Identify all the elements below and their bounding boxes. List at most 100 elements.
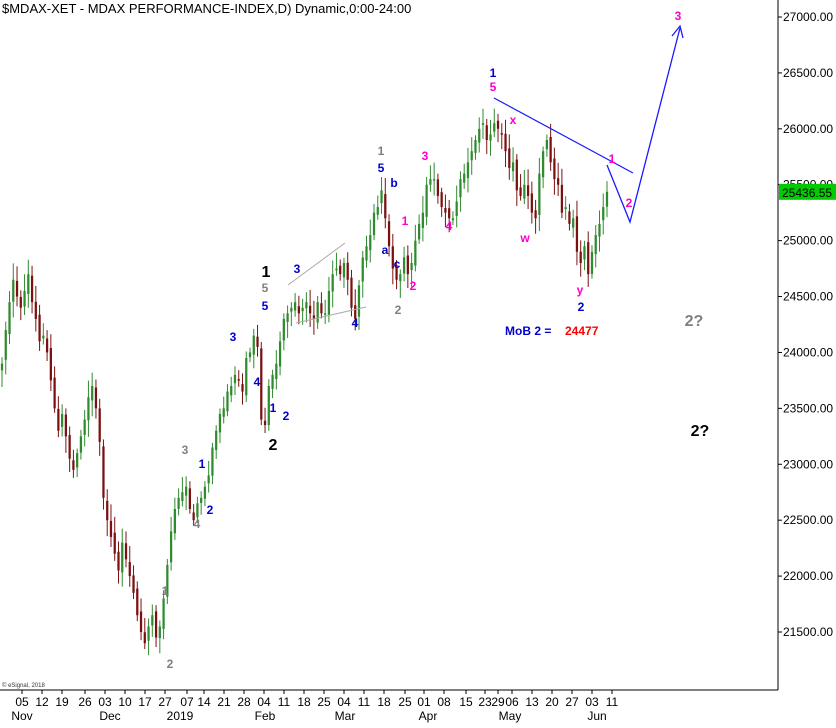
last-price-label: 25436.55 (782, 186, 832, 200)
candle-body (466, 162, 470, 179)
candle-body (523, 184, 526, 199)
candle-body (23, 290, 26, 307)
candle-body (500, 133, 503, 135)
candle-body (481, 123, 485, 125)
x-tick-label: 04 (257, 695, 271, 709)
x-tick-label: 26 (78, 695, 92, 709)
y-tick-label: 23000.00 (783, 457, 833, 471)
candle-body (113, 532, 116, 554)
x-tick-label: 03 (98, 695, 112, 709)
candle-body (425, 184, 428, 217)
y-tick-label: 24000.00 (783, 345, 833, 359)
candle-body (459, 179, 462, 198)
candle-body (395, 265, 398, 280)
candle-body (560, 184, 564, 213)
candle-body (147, 626, 150, 641)
wave-label: 2? (691, 423, 710, 440)
x-tick-label: 12 (35, 695, 49, 709)
wave-label: 4 (194, 517, 201, 531)
wave-label: 2 (167, 657, 174, 671)
candle-body (602, 207, 605, 221)
x-tick-label: 11 (606, 695, 619, 709)
candle-body (327, 290, 331, 315)
candle-body (34, 301, 37, 319)
wave-label: a (382, 243, 389, 257)
candle-body (218, 413, 222, 433)
candle-body (203, 486, 207, 499)
candle-body (4, 330, 7, 360)
candle-body (233, 374, 237, 384)
candle-body (121, 542, 124, 573)
candle-body (166, 564, 169, 597)
candle-body (309, 305, 312, 314)
candle-body (357, 285, 361, 317)
candle-body (534, 210, 537, 219)
y-tick-label: 22500.00 (783, 513, 833, 527)
x-tick-label: 20 (545, 695, 559, 709)
candle-body (511, 162, 515, 172)
x-tick-label: 21 (217, 695, 231, 709)
candle-body (564, 207, 567, 210)
copyright-note: © eSignal, 2018 (2, 682, 45, 689)
wave-label: y (577, 283, 584, 297)
candle-body (402, 257, 406, 274)
x-tick-label: 23 (478, 695, 492, 709)
x-tick-label: 17 (138, 695, 152, 709)
candle-body (293, 302, 297, 311)
x-tick-label: 14 (197, 695, 211, 709)
candle-body (346, 262, 349, 280)
candle-body (361, 257, 364, 282)
candle-body (590, 251, 594, 274)
wave-label: 2 (395, 303, 402, 317)
candle-body (267, 386, 270, 426)
x-month-label: Apr (419, 709, 438, 723)
projection-path (606, 27, 681, 225)
x-tick-label: 19 (55, 695, 69, 709)
candle-body (391, 246, 394, 269)
candle-body (444, 207, 447, 213)
wave-label: 3 (675, 9, 682, 23)
candle-body (45, 338, 49, 353)
candle-body (297, 306, 300, 314)
candle-body (169, 531, 173, 563)
candle-body (117, 551, 120, 571)
candle-body (60, 413, 64, 427)
x-tick-label: 18 (377, 695, 391, 709)
candle-body (320, 303, 323, 314)
candle-body (587, 242, 590, 275)
candle-body (579, 251, 582, 263)
candle-body (207, 475, 210, 484)
candle-body (421, 212, 424, 228)
candle-body (200, 497, 203, 503)
candle-body (598, 223, 601, 237)
candle-body (12, 279, 15, 302)
candle-body (440, 192, 443, 208)
wave-label: 2 (283, 409, 290, 423)
candle-body (76, 453, 79, 468)
candle-body (271, 374, 274, 389)
wave-label: 2 (578, 300, 585, 314)
wave-label: 2 (269, 437, 278, 454)
candle-body (380, 190, 383, 204)
candle-body (72, 460, 75, 470)
candle-body (455, 201, 458, 216)
candle-body (252, 335, 255, 355)
x-month-label: 2019 (167, 709, 194, 723)
resistance-trendline (493, 97, 634, 174)
x-tick-label: 05 (15, 695, 29, 709)
candle-body (49, 348, 52, 381)
candle-body (470, 151, 473, 161)
candle-body (312, 315, 316, 319)
candle-body (376, 207, 379, 215)
wave-label: 5 (490, 80, 497, 94)
y-tick-label: 24500.00 (783, 290, 833, 304)
wave-label: x (510, 113, 517, 127)
candle-body (42, 335, 45, 339)
candle-body (324, 313, 327, 315)
y-tick-label: 22000.00 (783, 569, 833, 583)
candle-body (557, 178, 560, 185)
x-month-label: Nov (11, 709, 32, 723)
